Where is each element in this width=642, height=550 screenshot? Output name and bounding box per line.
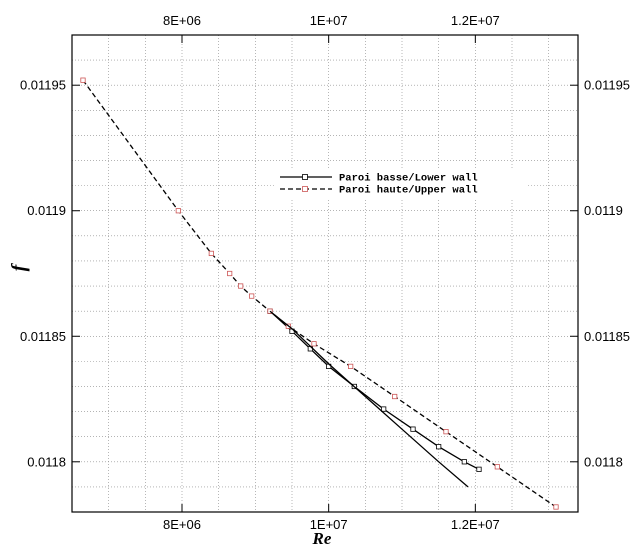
series-point-0	[436, 444, 442, 450]
legend-background	[276, 168, 528, 198]
legend-marker-upper-wall	[302, 186, 308, 192]
series-point-0	[381, 406, 387, 412]
axis-ticks	[72, 35, 578, 512]
y-tick-label-right: 0.0118	[584, 454, 623, 469]
y-tick-label-left: 0.0119	[27, 203, 66, 218]
grid-lines	[71, 34, 578, 513]
x-tick-label-top: 8E+06	[163, 13, 201, 28]
series-point-1	[553, 504, 559, 510]
series-point-1	[227, 270, 233, 277]
legend-label-upper-wall: Paroi haute/Upper wall	[339, 185, 478, 197]
x-tick-label-top: 1E+07	[310, 13, 348, 28]
x-tick-label-bottom: 1E+07	[310, 517, 348, 532]
y-tick-label-right: 0.01185	[584, 329, 630, 344]
series-point-1	[208, 250, 214, 257]
series-point-0	[461, 459, 467, 465]
series-point-1	[267, 308, 273, 314]
x-tick-label-bottom: 1.2E+07	[451, 517, 500, 532]
tick-labels: 8E+06 8E+06 1E+07 1E+07 1.2E+07 1.2E+07 0.0118…	[20, 13, 630, 532]
series-line-0	[269, 310, 480, 470]
series-point-1	[80, 77, 86, 83]
series-point-1	[175, 208, 181, 214]
series-point-0	[410, 426, 416, 432]
series-point-1	[311, 341, 317, 347]
series-line-1	[82, 79, 557, 508]
series-point-1	[443, 429, 449, 435]
x-tick-label-bottom: 8E+06	[163, 517, 201, 532]
y-axis-title: f	[8, 262, 30, 271]
series-point-0	[476, 466, 482, 472]
series-lines	[80, 77, 559, 510]
series-point-1	[494, 464, 500, 470]
y-tick-label-right: 0.01195	[584, 78, 630, 93]
series-point-1	[238, 283, 244, 289]
series-line-2	[269, 310, 469, 488]
y-tick-label-left: 0.01195	[20, 78, 66, 93]
x-axis-title: Re	[312, 529, 332, 548]
legend: Paroi basse/Lower wall Paroi haute/Upper…	[276, 168, 528, 198]
legend-marker-lower-wall	[302, 174, 308, 180]
y-tick-label-left: 0.01185	[20, 329, 66, 344]
y-tick-label-left: 0.0118	[27, 454, 66, 469]
plot-area-frame	[71, 34, 579, 513]
y-tick-label-right: 0.0119	[584, 203, 623, 218]
series-point-1	[392, 393, 398, 400]
legend-label-lower-wall: Paroi basse/Lower wall	[339, 173, 478, 185]
x-tick-label-top: 1.2E+07	[451, 13, 500, 28]
series-point-1	[348, 363, 354, 369]
series-point-1	[249, 293, 255, 299]
